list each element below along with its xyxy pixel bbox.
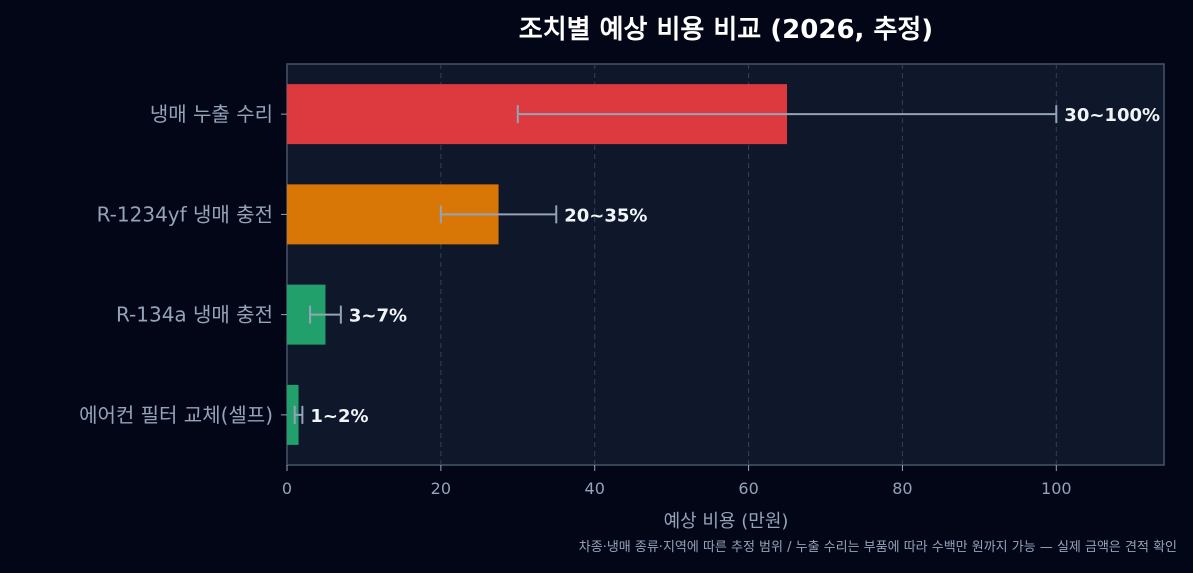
data-label: 20~35% xyxy=(564,205,647,226)
x-axis-label: 예상 비용 (만원) xyxy=(664,511,789,532)
x-tick-label: 80 xyxy=(892,479,912,498)
data-label: 1~2% xyxy=(310,406,368,427)
chart-title: 조치별 예상 비용 비교 (2026, 추정) xyxy=(519,15,933,45)
y-tick-label: 에어컨 필터 교체(셀프) xyxy=(79,403,273,427)
y-tick-label: R-1234yf 냉매 충전 xyxy=(97,202,273,226)
x-tick-label: 60 xyxy=(738,479,758,498)
y-tick-label: 냉매 누출 수리 xyxy=(150,102,273,126)
y-tick-label: R-134a 냉매 충전 xyxy=(116,303,273,327)
data-label: 30~100% xyxy=(1064,105,1160,126)
x-tick-label: 20 xyxy=(431,479,451,498)
x-axis-ticks: 0 20 40 60 80 100 xyxy=(282,465,1072,498)
footnote: 차종·냉매 종류·지역에 따른 추정 범위 / 누출 수리는 부품에 따라 수백… xyxy=(579,540,1177,555)
x-tick-label: 0 xyxy=(282,479,292,498)
data-label: 3~7% xyxy=(349,306,407,327)
x-tick-label: 100 xyxy=(1041,479,1072,498)
x-tick-label: 40 xyxy=(585,479,605,498)
